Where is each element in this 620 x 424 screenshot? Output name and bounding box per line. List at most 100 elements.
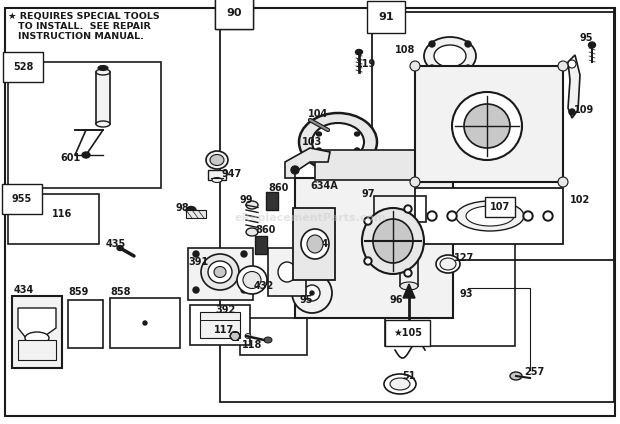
Ellipse shape [201,254,239,290]
Ellipse shape [362,208,424,274]
Circle shape [404,205,412,213]
Circle shape [241,287,247,293]
Text: 955: 955 [12,194,32,204]
Ellipse shape [278,262,296,282]
Ellipse shape [355,132,360,136]
Circle shape [525,213,531,219]
Circle shape [465,65,471,71]
Text: eReplacementParts.com: eReplacementParts.com [234,213,386,223]
Circle shape [310,291,314,295]
Ellipse shape [82,152,90,158]
Ellipse shape [214,267,226,277]
Circle shape [366,259,370,263]
Circle shape [143,321,147,325]
Circle shape [429,41,435,47]
Text: 91: 91 [378,12,394,22]
Text: ★ REQUIRES SPECIAL TOOLS: ★ REQUIRES SPECIAL TOOLS [8,12,159,21]
Circle shape [523,211,533,221]
Text: 391: 391 [188,257,208,267]
Circle shape [447,211,457,221]
Text: INSTRUCTION MANUAL.: INSTRUCTION MANUAL. [18,32,144,41]
Bar [8,62,161,188]
Bar [415,188,563,244]
Circle shape [304,285,320,301]
Circle shape [543,211,553,221]
Circle shape [364,257,372,265]
Ellipse shape [384,374,416,394]
Text: 107: 107 [490,202,510,212]
Ellipse shape [466,206,514,226]
Circle shape [569,109,575,115]
Bar [18,340,56,360]
Bar [293,208,335,280]
Text: 116: 116 [52,209,73,219]
Text: 108: 108 [395,45,415,55]
Bar [186,210,206,218]
Text: 99: 99 [240,195,254,205]
Bar [266,192,278,210]
Ellipse shape [208,261,232,283]
Text: 97: 97 [362,189,376,199]
Bar [268,248,306,296]
Ellipse shape [440,258,456,270]
Bar [400,248,418,286]
Circle shape [568,60,576,68]
Ellipse shape [400,282,418,290]
Circle shape [558,177,568,187]
Text: 528: 528 [13,62,33,72]
Polygon shape [18,308,56,338]
Text: 859: 859 [68,287,89,297]
Ellipse shape [246,228,258,236]
Text: 107: 107 [490,209,510,219]
Text: 119: 119 [356,59,376,69]
Text: 394: 394 [308,239,328,249]
Text: TO INSTALL.  SEE REPAIR: TO INSTALL. SEE REPAIR [18,22,151,31]
Bar [68,300,103,348]
Circle shape [558,61,568,71]
Polygon shape [403,284,415,298]
Text: 860: 860 [255,225,275,235]
Ellipse shape [355,148,360,152]
Bar [190,305,250,345]
Circle shape [193,251,199,257]
Ellipse shape [316,132,321,136]
Bar [188,248,253,300]
Bar [385,238,515,346]
Bar [372,12,614,260]
Ellipse shape [307,235,323,253]
Bar [208,170,226,180]
Bar [200,312,240,338]
Ellipse shape [264,337,272,343]
Ellipse shape [245,334,251,338]
Text: 104: 104 [308,109,328,119]
Ellipse shape [452,92,522,160]
Text: 947: 947 [222,169,242,179]
Ellipse shape [464,104,510,148]
Bar [8,194,99,244]
Circle shape [427,211,437,221]
Text: 117: 117 [214,325,234,335]
Circle shape [429,65,435,71]
Text: 93: 93 [460,289,474,299]
Ellipse shape [237,266,267,294]
Ellipse shape [390,378,410,390]
Ellipse shape [424,37,476,75]
Text: 95: 95 [580,33,593,43]
Ellipse shape [96,69,110,75]
Bar [374,196,426,222]
Bar [96,72,110,124]
Text: 90: 90 [226,8,242,18]
Circle shape [241,251,247,257]
Ellipse shape [312,123,364,161]
Polygon shape [568,55,580,118]
Text: 51: 51 [402,371,415,381]
Bar [220,8,614,402]
Ellipse shape [400,244,418,252]
Bar [315,150,433,180]
Ellipse shape [510,372,522,380]
Bar [240,318,307,355]
Ellipse shape [456,201,524,231]
Circle shape [449,213,455,219]
Text: 95: 95 [300,295,314,305]
Ellipse shape [243,271,261,288]
